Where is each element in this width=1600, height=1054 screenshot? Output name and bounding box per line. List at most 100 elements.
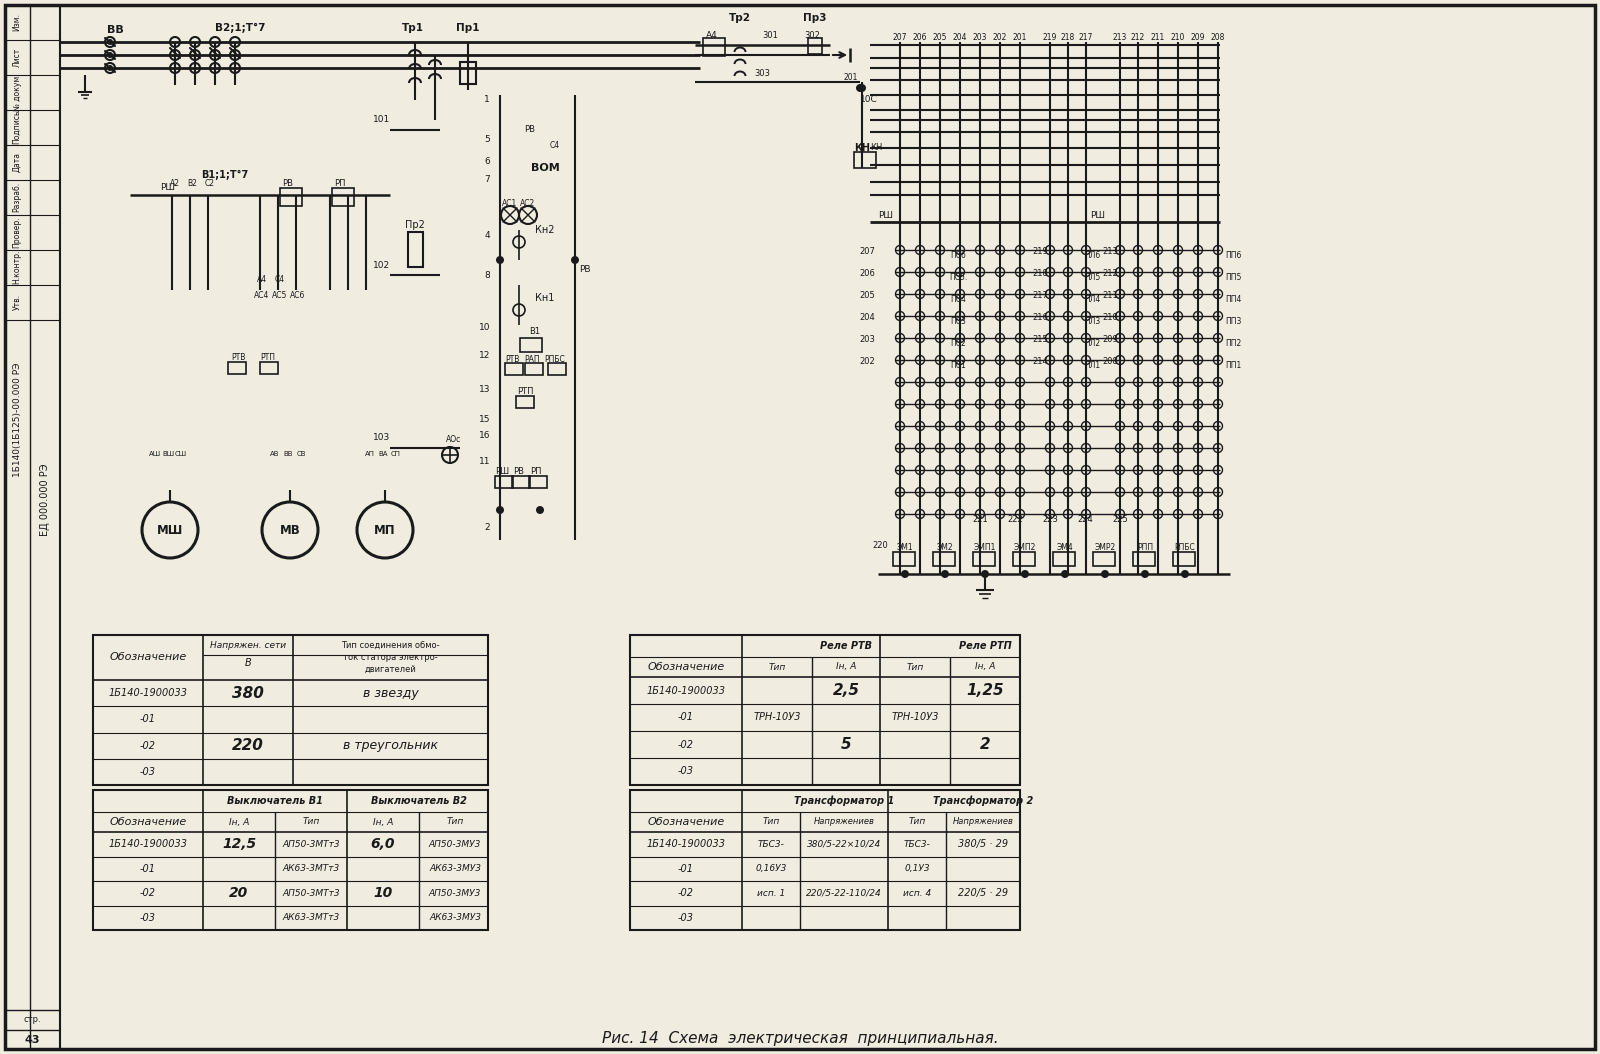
Text: ТБС3-: ТБС3- [904, 840, 931, 848]
Circle shape [995, 422, 1005, 430]
Circle shape [1064, 377, 1072, 387]
Text: ПС3: ПС3 [950, 316, 966, 326]
Circle shape [1045, 377, 1054, 387]
Text: 217: 217 [1078, 34, 1093, 42]
Text: АП50-3МТт3: АП50-3МТт3 [282, 840, 339, 848]
Circle shape [976, 333, 984, 343]
Circle shape [1016, 268, 1024, 276]
Circle shape [936, 377, 944, 387]
Text: 205: 205 [933, 34, 947, 42]
Text: Тип: Тип [762, 818, 779, 826]
Text: 16: 16 [478, 430, 490, 440]
Circle shape [995, 444, 1005, 452]
Text: ПС1: ПС1 [950, 360, 966, 370]
Circle shape [1213, 444, 1222, 452]
Circle shape [1194, 466, 1203, 474]
Circle shape [915, 290, 925, 298]
Circle shape [995, 488, 1005, 496]
Text: 223: 223 [1042, 515, 1058, 525]
Circle shape [995, 377, 1005, 387]
Text: -01: -01 [141, 715, 157, 724]
Text: 213: 213 [1102, 248, 1118, 256]
Text: Пр1: Пр1 [456, 23, 480, 33]
Text: Напряжен. сети: Напряжен. сети [210, 641, 286, 649]
Circle shape [915, 509, 925, 519]
Circle shape [1173, 422, 1182, 430]
Circle shape [976, 355, 984, 365]
Bar [973, 552, 995, 566]
Text: -01: -01 [678, 713, 694, 722]
Text: 5: 5 [485, 136, 490, 144]
Circle shape [1213, 290, 1222, 298]
Circle shape [1016, 246, 1024, 254]
Text: Рис. 14  Схема  электрическая  принципиальная.: Рис. 14 Схема электрическая принципиальн… [602, 1031, 998, 1046]
Bar [259, 362, 278, 374]
Circle shape [1016, 422, 1024, 430]
Circle shape [955, 488, 965, 496]
Circle shape [896, 290, 904, 298]
Text: КН: КН [870, 143, 882, 153]
Circle shape [1016, 488, 1024, 496]
Bar [280, 188, 302, 206]
Circle shape [915, 466, 925, 474]
Text: Утв.: Утв. [13, 294, 21, 310]
Text: 208: 208 [1102, 357, 1118, 367]
Text: ЭМ4: ЭМ4 [1056, 544, 1074, 552]
Circle shape [1133, 399, 1142, 409]
Text: 225: 225 [1112, 515, 1128, 525]
Text: 224: 224 [1077, 515, 1093, 525]
Text: Изм.: Изм. [13, 13, 21, 31]
Circle shape [230, 63, 240, 73]
Text: Тип: Тип [768, 663, 786, 671]
Circle shape [496, 256, 504, 264]
Circle shape [1115, 268, 1125, 276]
Bar [630, 790, 1021, 930]
Text: 207: 207 [859, 248, 875, 256]
Circle shape [1154, 488, 1163, 496]
Circle shape [1154, 422, 1163, 430]
Text: 43: 43 [24, 1035, 40, 1045]
Circle shape [1064, 355, 1072, 365]
Circle shape [915, 399, 925, 409]
Text: С4: С4 [550, 140, 560, 150]
Circle shape [1154, 268, 1163, 276]
Text: КН: КН [854, 143, 870, 153]
Bar [1053, 552, 1075, 566]
Circle shape [1173, 377, 1182, 387]
Circle shape [1173, 333, 1182, 343]
Circle shape [1194, 509, 1203, 519]
Circle shape [896, 466, 904, 474]
Text: В2;1;Т°7: В2;1;Т°7 [214, 23, 266, 33]
Bar [1133, 552, 1155, 566]
Text: В2: В2 [187, 178, 197, 188]
Text: ПП5: ПП5 [1226, 273, 1242, 281]
Circle shape [955, 377, 965, 387]
Text: РП: РП [530, 468, 542, 476]
Text: -03: -03 [141, 767, 157, 777]
Text: ЭМР2: ЭМР2 [1094, 544, 1115, 552]
Text: 206: 206 [912, 34, 928, 42]
Circle shape [915, 312, 925, 320]
Text: 220: 220 [872, 541, 888, 549]
Text: ПЛ5: ПЛ5 [1083, 273, 1101, 281]
Circle shape [1045, 312, 1054, 320]
Text: Тип соединения обмо-: Тип соединения обмо- [341, 641, 440, 649]
Circle shape [1133, 422, 1142, 430]
Text: 302: 302 [805, 31, 819, 39]
Bar [630, 635, 1021, 785]
Text: 202: 202 [859, 357, 875, 367]
Text: № докум.: № докум. [13, 73, 21, 111]
Text: Напряжениев: Напряжениев [952, 818, 1013, 826]
Text: С2: С2 [205, 178, 214, 188]
Circle shape [955, 509, 965, 519]
Circle shape [1064, 268, 1072, 276]
Circle shape [1194, 290, 1203, 298]
Text: РТВ: РТВ [230, 353, 245, 363]
Circle shape [1064, 312, 1072, 320]
Circle shape [955, 399, 965, 409]
Text: АВ: АВ [270, 451, 280, 457]
Circle shape [856, 84, 864, 92]
Circle shape [1082, 333, 1091, 343]
Circle shape [1082, 312, 1091, 320]
Text: 218: 218 [1032, 270, 1048, 278]
